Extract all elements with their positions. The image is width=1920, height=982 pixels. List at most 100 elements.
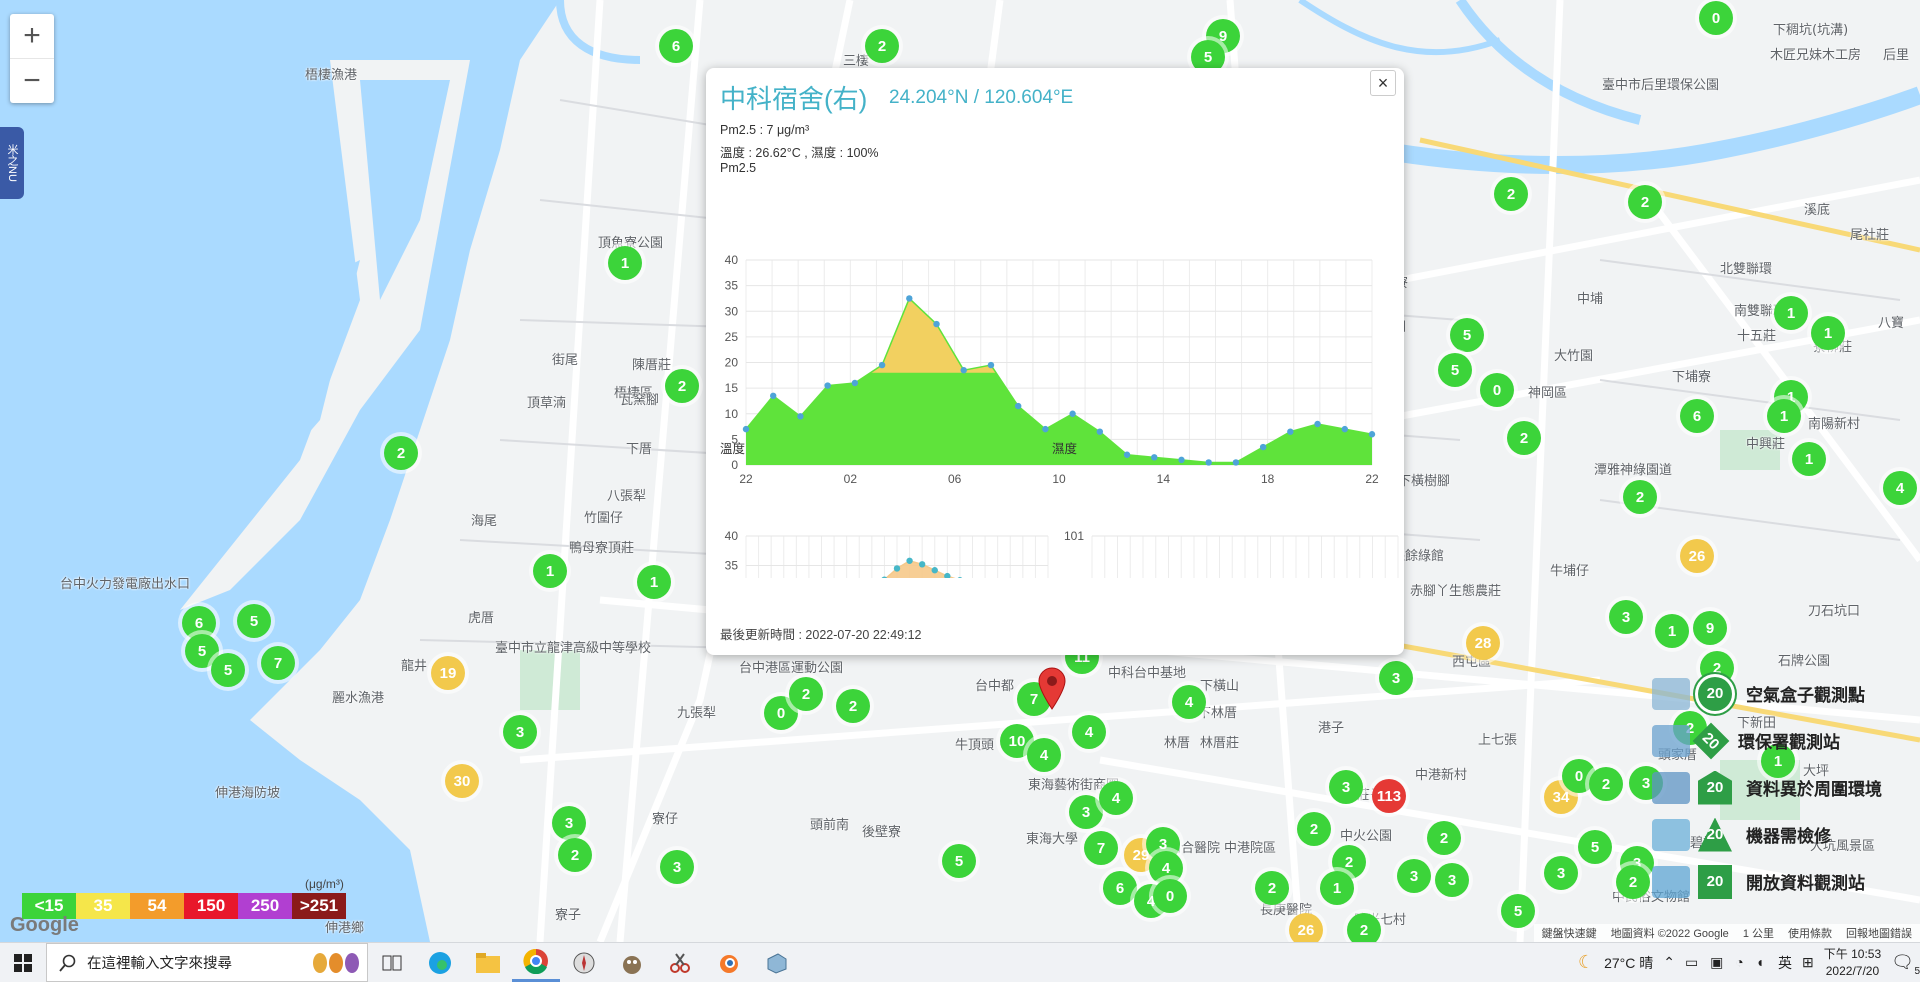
station-cluster-marker[interactable]: 2 xyxy=(1347,913,1381,942)
station-cluster-marker[interactable]: 6 xyxy=(1103,871,1137,905)
station-cluster-marker[interactable]: 3 xyxy=(1435,863,1469,897)
data-point[interactable] xyxy=(797,413,804,420)
side-panel-tab[interactable]: 米之NU xyxy=(0,127,24,199)
data-point[interactable] xyxy=(893,565,901,572)
station-cluster-marker[interactable]: 1 xyxy=(1767,399,1801,433)
data-point[interactable] xyxy=(881,576,888,578)
data-point[interactable] xyxy=(824,382,831,389)
location-pin-icon[interactable] xyxy=(1037,666,1067,710)
chrome-icon[interactable] xyxy=(512,943,560,982)
station-cluster-marker[interactable]: 1 xyxy=(533,554,567,588)
station-cluster-marker[interactable]: 6 xyxy=(659,29,693,63)
data-point[interactable] xyxy=(1096,428,1104,435)
file-explorer-icon[interactable] xyxy=(464,943,512,982)
station-cluster-marker[interactable]: 2 xyxy=(665,369,699,403)
data-point[interactable] xyxy=(1287,428,1294,435)
station-cluster-marker[interactable]: 3 xyxy=(1397,859,1431,893)
station-cluster-marker[interactable]: 1 xyxy=(637,565,671,599)
station-cluster-marker[interactable]: 2 xyxy=(1255,871,1289,905)
station-cluster-marker[interactable]: 2 xyxy=(1628,185,1662,219)
taskbar-search-box[interactable]: 在這裡輸入文字來搜尋 xyxy=(46,943,368,982)
station-cluster-marker[interactable]: 2 xyxy=(384,436,418,470)
data-point[interactable] xyxy=(987,361,995,369)
app-cube-icon[interactable] xyxy=(752,943,800,982)
station-cluster-marker[interactable]: 28 xyxy=(1466,626,1500,660)
terms-link[interactable]: 使用條款 xyxy=(1788,928,1832,940)
data-point[interactable] xyxy=(933,320,940,328)
station-cluster-marker[interactable]: 2 xyxy=(1297,812,1331,846)
data-point[interactable] xyxy=(851,379,859,387)
station-cluster-marker[interactable]: 113 xyxy=(1372,779,1406,813)
data-point[interactable] xyxy=(1368,431,1376,438)
station-cluster-marker[interactable]: 1 xyxy=(1792,442,1826,476)
station-cluster-marker[interactable]: 0 xyxy=(1153,879,1187,913)
station-cluster-marker[interactable]: 2 xyxy=(1507,421,1541,455)
task-view-icon[interactable] xyxy=(368,943,416,982)
notification-icon[interactable]: 🗨 5 xyxy=(1891,952,1920,977)
station-cluster-marker[interactable]: 1 xyxy=(1761,744,1795,778)
station-cluster-marker[interactable]: 1 xyxy=(1655,614,1689,648)
station-cluster-marker[interactable]: 5 xyxy=(942,844,976,878)
station-cluster-marker[interactable]: 30 xyxy=(445,764,479,798)
data-point[interactable] xyxy=(1014,402,1022,410)
station-cluster-marker[interactable]: 26 xyxy=(1680,539,1714,573)
station-cluster-marker[interactable]: 2 xyxy=(1427,821,1461,855)
station-cluster-marker[interactable]: 2 xyxy=(1494,177,1528,211)
station-cluster-marker[interactable]: 4 xyxy=(1172,685,1206,719)
station-cluster-marker[interactable]: 1 xyxy=(1811,316,1845,350)
start-button[interactable] xyxy=(0,943,46,982)
station-cluster-marker[interactable]: 4 xyxy=(1027,738,1061,772)
station-cluster-marker[interactable]: 5 xyxy=(1438,353,1472,387)
weather-text[interactable]: 27°C 晴 xyxy=(1604,954,1654,971)
report-error-link[interactable]: 回報地圖錯誤 xyxy=(1846,928,1912,940)
data-point[interactable] xyxy=(1042,425,1049,433)
station-cluster-marker[interactable]: 7 xyxy=(1084,831,1118,865)
station-cluster-marker[interactable]: 3 xyxy=(552,806,586,840)
station-cluster-marker[interactable]: 0 xyxy=(1699,1,1733,35)
data-point[interactable] xyxy=(1314,420,1321,428)
data-point[interactable] xyxy=(1151,454,1158,461)
data-point[interactable] xyxy=(960,366,967,374)
data-point[interactable] xyxy=(742,425,750,433)
station-cluster-marker[interactable]: 26 xyxy=(1289,913,1323,942)
station-cluster-marker[interactable]: 2 xyxy=(1616,865,1650,899)
station-cluster-marker[interactable]: 9 xyxy=(1693,611,1727,645)
data-point[interactable] xyxy=(1123,451,1131,458)
ime-indicator[interactable]: 英 xyxy=(1778,954,1793,971)
station-cluster-marker[interactable]: 3 xyxy=(1544,856,1578,890)
station-cluster-marker[interactable]: 1 xyxy=(608,246,642,280)
data-point[interactable] xyxy=(906,557,913,564)
station-cluster-marker[interactable]: 1 xyxy=(1320,871,1354,905)
station-cluster-marker[interactable]: 4 xyxy=(1072,715,1106,749)
data-point[interactable] xyxy=(770,392,777,400)
clock[interactable]: 下午 10:53 2022/7/20 xyxy=(1824,946,1881,980)
zoom-in-button[interactable]: + xyxy=(10,14,54,59)
blender-icon[interactable] xyxy=(704,943,752,982)
tray-icons[interactable]: ▭ ▣ ◔ ◖ xyxy=(1684,954,1769,970)
close-icon[interactable]: × xyxy=(1370,70,1396,96)
station-cluster-marker[interactable]: 19 xyxy=(431,656,465,690)
data-point[interactable] xyxy=(1232,459,1240,466)
zoom-out-button[interactable]: − xyxy=(23,64,41,97)
data-point[interactable] xyxy=(1069,410,1076,417)
station-cluster-marker[interactable]: 5 xyxy=(211,653,245,687)
station-cluster-marker[interactable]: 2 xyxy=(865,29,899,63)
data-point[interactable] xyxy=(1259,443,1267,451)
data-point[interactable] xyxy=(957,577,963,578)
station-cluster-marker[interactable]: 2 xyxy=(836,689,870,723)
data-point[interactable] xyxy=(906,295,913,302)
station-cluster-marker[interactable]: 4 xyxy=(1883,471,1917,505)
station-cluster-marker[interactable]: 0 xyxy=(1480,373,1514,407)
ime-toggle-icon[interactable]: ⊞ xyxy=(1802,954,1814,970)
station-cluster-marker[interactable]: 3 xyxy=(1069,795,1103,829)
station-cluster-marker[interactable]: 5 xyxy=(1450,318,1484,352)
station-cluster-marker[interactable]: 7 xyxy=(261,646,295,680)
snipping-tool-icon[interactable] xyxy=(656,943,704,982)
station-cluster-marker[interactable]: 3 xyxy=(1379,661,1413,695)
station-cluster-marker[interactable]: 6 xyxy=(1680,399,1714,433)
station-cluster-marker[interactable]: 3 xyxy=(660,850,694,884)
station-cluster-marker[interactable]: 2 xyxy=(1623,480,1657,514)
data-point[interactable] xyxy=(918,561,926,568)
keyboard-shortcuts-link[interactable]: 鍵盤快速鍵 xyxy=(1541,928,1597,940)
station-cluster-marker[interactable]: 5 xyxy=(237,604,271,638)
